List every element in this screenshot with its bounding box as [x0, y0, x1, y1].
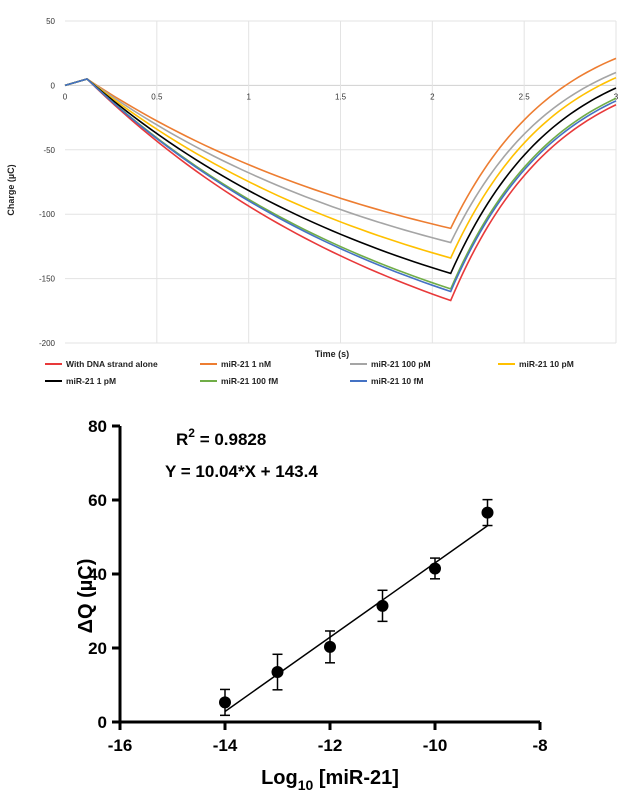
chart1-x-ticks: 0 0.5 1 1.5 2 2.5 3 [63, 92, 619, 101]
chart1-x-tick-6: 3 [614, 92, 619, 101]
chart1-series-line-3 [64, 76, 617, 259]
chart1-y-ticks: 50 0 -50 -100 -150 -200 [39, 17, 56, 348]
chart2-y-tick-4: 80 [88, 417, 107, 436]
chart1-y-tick-5: -200 [39, 339, 56, 348]
chart2-y-axis-label: ΔQ (µC) [75, 559, 97, 634]
chart1-series-line-6 [64, 78, 617, 293]
chart2-y-tick-2: 40 [88, 565, 107, 584]
chart2-x-tick-3: -10 [423, 736, 448, 755]
chart2-data-point-4 [429, 562, 441, 575]
chart2-data-point-0 [219, 696, 231, 709]
chart2-x-axis-label: Log10 [miR-21] [261, 767, 399, 793]
chart2-y-tick-0: 0 [98, 713, 107, 732]
chart2-x-tick-4: -8 [532, 736, 547, 755]
r2-value: = 0.9828 [195, 430, 266, 449]
chart1-y-axis-label: Charge (µC) [6, 164, 16, 215]
calibration-chart: 0 20 40 60 80 -16 -14 -12 -10 -8 ΔQ (µC) Log10 [… [75, 417, 548, 793]
chart1-y-tick-4: -150 [39, 275, 56, 284]
chart1-legend-label-1: miR-21 1 nM [221, 359, 271, 369]
chart2-x-ticks: -16 -14 -12 -10 -8 [108, 722, 548, 755]
chart2-regression-line [224, 525, 488, 713]
chart2-data-point-1 [271, 666, 284, 679]
chart2-x-axis-label-main: Log [261, 767, 298, 789]
chart1-x-axis-label: Time (s) [315, 349, 349, 359]
chart2-x-tick-1: -14 [213, 736, 238, 755]
r-squared-annotation: R2 = 0.9828 [176, 426, 266, 449]
chart1-series-line-1 [64, 57, 617, 230]
chart2-y-tick-1: 20 [88, 639, 107, 658]
chart1-legend-label-0: With DNA strand alone [66, 359, 158, 369]
chart2-y-ticks: 0 20 40 60 80 [88, 417, 120, 732]
r2-label: R [176, 430, 188, 449]
chart1-series-line-2 [64, 71, 617, 244]
chart1-x-tick-0: 0 [63, 92, 68, 101]
chart1-series-line-5 [64, 78, 617, 290]
chart1-legend-label-6: miR-21 10 fM [371, 376, 423, 386]
chart2-x-tick-2: -12 [318, 736, 343, 755]
r2-sup: 2 [188, 426, 195, 440]
chart1-legend: With DNA strand alone miR-21 1 nM miR-21 1… [45, 359, 574, 386]
chart1-series-lines [64, 57, 617, 302]
chart2-data-point-5 [481, 506, 494, 519]
chart2-data-point-2 [324, 640, 336, 653]
chart1-x-tick-5: 2.5 [519, 92, 531, 101]
chart2-data-points [219, 498, 494, 717]
chart2-x-axis-label-rest: [miR-21] [313, 767, 399, 789]
chart2-data-point-3 [376, 599, 389, 612]
chart1-legend-label-4: miR-21 1 pM [66, 376, 116, 386]
chart1-legend-label-2: miR-21 100 pM [371, 359, 431, 369]
chart2-fit-line [224, 525, 488, 713]
chart2-x-tick-0: -16 [108, 736, 133, 755]
chart1-y-tick-1: 0 [51, 81, 56, 90]
chart1-series-line-4 [64, 78, 617, 275]
chart1-legend-label-5: miR-21 100 fM [221, 376, 278, 386]
chart1-x-tick-3: 1.5 [335, 92, 347, 101]
chart1-series-line-0 [64, 78, 617, 302]
chart1-y-tick-3: -100 [39, 210, 56, 219]
chart1-x-tick-2: 1 [246, 92, 251, 101]
regression-equation: Y = 10.04*X + 143.4 [165, 462, 318, 481]
chart1-legend-label-3: miR-21 10 pM [519, 359, 574, 369]
chart1-x-tick-1: 0.5 [151, 92, 163, 101]
chart2-x-axis-label-sub: 10 [298, 777, 314, 793]
chart1-y-tick-2: -50 [43, 146, 55, 155]
charge-time-chart: 50 0 -50 -100 -150 -200 0 0.5 1 1.5 2 2.5 3 Charge … [6, 8, 620, 386]
chart1-y-tick-0: 50 [46, 17, 55, 26]
chart1-gridlines [65, 20, 617, 344]
chart1-x-tick-4: 2 [430, 92, 435, 101]
chart2-y-tick-3: 60 [88, 491, 107, 510]
